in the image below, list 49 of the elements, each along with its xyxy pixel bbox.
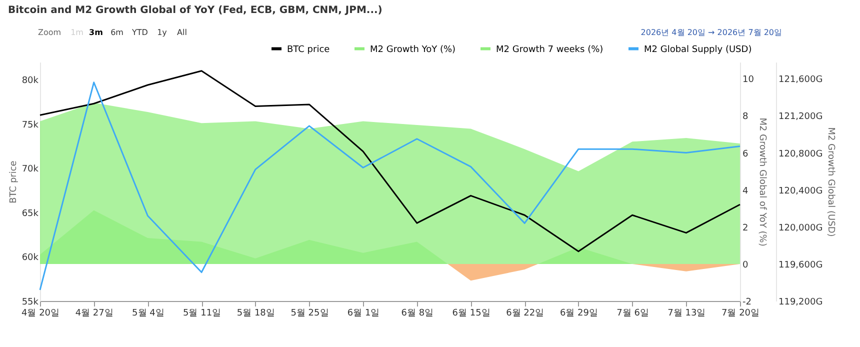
text: All bbox=[177, 28, 187, 37]
text: 3m bbox=[89, 28, 103, 37]
y3-tick-label: 121,600G bbox=[778, 75, 823, 86]
text: 2026년 4월 20일 → 2026년 7월 20일 bbox=[640, 28, 782, 37]
y2-tick-label: 0 bbox=[742, 260, 748, 270]
y2-axis-title: M2 Growth Global of YoY (%) bbox=[756, 118, 767, 246]
y2-tick-label: 10 bbox=[742, 75, 754, 86]
x-tick-label: 6월 15일 bbox=[452, 308, 490, 318]
text: 6m bbox=[110, 28, 124, 37]
x-tick-label: 5월 11일 bbox=[183, 308, 222, 318]
y2-tick-label: 4 bbox=[742, 186, 748, 196]
y3-axis-title: M2 Growth Global (USD) bbox=[826, 127, 836, 237]
x-tick-label: 4월 27일 bbox=[75, 308, 114, 318]
x-tick-label: 6월 1일 bbox=[347, 308, 380, 318]
y3-tick-label: 121,200G bbox=[778, 112, 823, 122]
x-tick-label: 7월 6일 bbox=[616, 308, 649, 318]
y2-tick-label: 2 bbox=[742, 223, 748, 234]
y-axis-title: BTC price bbox=[8, 160, 19, 204]
text: Zoom bbox=[38, 28, 62, 37]
y2-tick-label: 6 bbox=[742, 149, 748, 160]
y3-tick-label: 119,600G bbox=[778, 260, 823, 270]
legend-label: M2 Global Supply (USD) bbox=[644, 44, 752, 55]
legend-label: M2 Growth 7 weeks (%) bbox=[496, 44, 604, 55]
x-tick-label: 5월 4일 bbox=[132, 308, 164, 318]
y3-tick-label: 120,400G bbox=[778, 186, 823, 196]
y-tick-label: 75k bbox=[22, 120, 40, 130]
y3-tick-label: 119,200G bbox=[778, 298, 823, 308]
x-tick-label: 6월 29일 bbox=[560, 308, 598, 318]
y-tick-label: 55k bbox=[22, 298, 40, 308]
y2-tick-label: -2 bbox=[742, 298, 752, 308]
text: 1y bbox=[157, 28, 168, 37]
y-tick-label: 70k bbox=[22, 164, 40, 175]
x-tick-label: 6월 8일 bbox=[401, 308, 434, 318]
x-tick-label: 6월 22일 bbox=[506, 308, 544, 318]
y-tick-label: 80k bbox=[22, 76, 40, 86]
y-tick-label: 60k bbox=[22, 253, 40, 264]
x-tick-label: 4월 20일 bbox=[21, 308, 60, 318]
y3-tick-label: 120,800G bbox=[778, 149, 823, 160]
legend-label: BTC price bbox=[287, 44, 330, 55]
y-tick-label: 65k bbox=[22, 208, 40, 219]
x-tick-label: 5월 18일 bbox=[236, 308, 275, 318]
y2-tick-label: 8 bbox=[742, 112, 748, 122]
chart-title: Bitcoin and M2 Growth Global of YoY (Fed, ECB, GBM, CNM, JPM...) bbox=[8, 5, 382, 16]
text: YTD bbox=[131, 28, 148, 37]
x-tick-label: 5월 25일 bbox=[290, 308, 329, 318]
y3-tick-label: 120,000G bbox=[778, 223, 823, 234]
legend-label: M2 Growth YoY (%) bbox=[370, 44, 456, 55]
x-tick-label: 7월 13일 bbox=[668, 308, 706, 318]
x-tick-label: 7월 20일 bbox=[721, 308, 760, 318]
